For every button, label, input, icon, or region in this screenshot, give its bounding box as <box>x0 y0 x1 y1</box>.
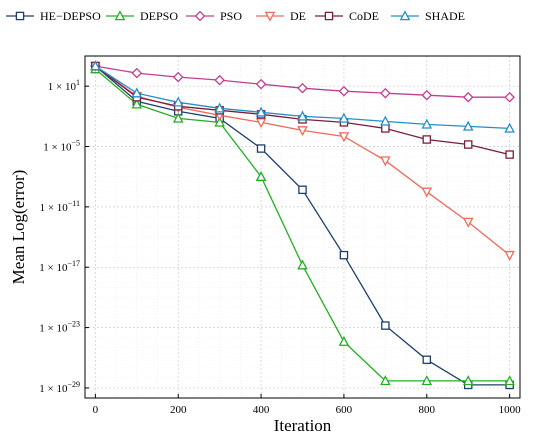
data-point <box>462 375 474 386</box>
legend-label: SHADE <box>425 9 465 23</box>
y-tick-label: 1 × 10−17 <box>39 259 80 274</box>
data-point <box>214 102 225 113</box>
data-point <box>131 98 143 109</box>
data-point <box>421 118 433 129</box>
data-point <box>172 112 184 123</box>
data-point <box>421 187 433 198</box>
data-point <box>297 82 308 94</box>
y-tick-label: 1 × 10−29 <box>39 380 80 395</box>
data-point <box>172 71 184 83</box>
data-point <box>338 85 350 97</box>
x-tick-label: 600 <box>336 404 353 416</box>
data-point <box>338 112 350 123</box>
data-point <box>381 321 390 330</box>
data-point <box>421 89 433 101</box>
legend-label: PSO <box>220 9 242 23</box>
data-point <box>380 156 391 167</box>
data-point <box>256 144 266 153</box>
data-point <box>131 67 143 79</box>
data-point <box>297 259 308 270</box>
data-point <box>255 118 267 129</box>
legend: HE−DEPSO DEPSO PSO DE CoDE SHADE <box>6 9 465 23</box>
series-pso <box>90 60 515 103</box>
data-point <box>298 185 307 195</box>
data-point <box>380 115 391 126</box>
x-tick-label: 400 <box>253 404 270 416</box>
data-point <box>504 122 515 133</box>
legend-label: DE <box>290 9 306 23</box>
legend-marker <box>399 10 411 21</box>
data-point <box>421 375 433 386</box>
data-point <box>422 355 432 365</box>
data-point <box>339 250 349 260</box>
data-point <box>462 217 474 228</box>
data-point <box>297 126 308 137</box>
x-tick-label: 200 <box>170 404 187 416</box>
x-axis-title: Iteration <box>274 416 332 435</box>
y-tick-label: 1 × 10−23 <box>39 320 80 335</box>
legend-label: DEPSO <box>140 9 178 23</box>
x-tick-label: 800 <box>419 404 436 416</box>
data-point <box>297 110 308 121</box>
data-point <box>255 106 267 117</box>
data-point <box>381 124 390 133</box>
legend-marker <box>194 10 206 22</box>
data-point <box>504 250 515 261</box>
data-point <box>338 335 350 346</box>
data-point <box>214 116 225 127</box>
y-tick-label: 1 × 101 <box>48 78 80 93</box>
data-point <box>462 120 474 131</box>
data-point <box>462 91 474 103</box>
y-axis-title: Mean Log(error) <box>9 170 28 285</box>
data-point <box>90 60 101 71</box>
data-point <box>380 375 391 386</box>
legend-marker <box>324 11 334 21</box>
legend-label: HE−DEPSO <box>40 9 101 23</box>
plot-frame <box>84 55 521 399</box>
data-point <box>172 96 184 107</box>
y-tick-label: 1 × 10−5 <box>43 139 80 154</box>
legend-label: CoDE <box>349 9 379 23</box>
data-point <box>504 91 515 103</box>
data-point <box>504 375 515 386</box>
series-shade <box>90 60 515 133</box>
legend-marker <box>114 10 126 21</box>
data-point <box>255 78 267 90</box>
data-point <box>422 135 432 144</box>
data-point <box>131 87 143 98</box>
legend-marker <box>15 11 25 21</box>
data-point <box>255 170 267 181</box>
x-tick-label: 0 <box>93 404 99 416</box>
data-point <box>505 150 514 159</box>
data-point <box>214 74 225 86</box>
legend-marker <box>264 11 276 22</box>
data-point <box>338 132 350 143</box>
data-point <box>380 87 391 99</box>
x-tick-label: 1000 <box>499 404 522 416</box>
y-tick-label: 1 × 10−11 <box>40 199 80 214</box>
data-point <box>463 140 473 149</box>
series-depso <box>90 63 515 386</box>
